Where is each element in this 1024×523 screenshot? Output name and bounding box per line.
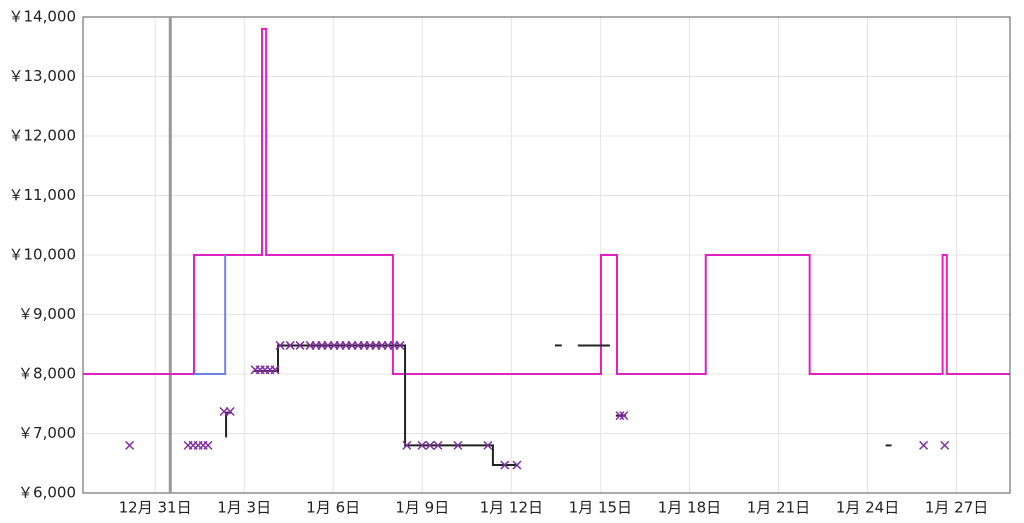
price-point [425,440,435,450]
price-point [940,440,950,450]
y-tick-label: ￥6,000 [18,484,76,502]
price-point [615,411,625,421]
price-point [125,440,135,450]
x-tick-label: 1月 3日 [217,499,271,517]
x-tick-label: 1月 21日 [747,499,810,517]
price-point [483,440,493,450]
price-point [395,340,405,350]
x-tick-label: 1月 15日 [569,499,632,517]
price-point [402,440,412,450]
y-tick-label: ￥8,000 [18,365,76,383]
plot-frame [82,16,1011,494]
y-tick-label: ￥11,000 [9,186,77,204]
price-point [417,440,427,450]
y-tick-label: ￥14,000 [9,8,77,26]
x-tick-label: 1月 9日 [395,499,449,517]
price-point [433,440,443,450]
y-tick-label: ￥10,000 [9,246,77,264]
y-tick-label: ￥13,000 [9,67,77,85]
price-point [500,460,510,470]
price-line [83,27,1010,375]
price-point [275,340,285,350]
price-point [919,440,929,450]
price-point [295,340,305,350]
price-line [194,255,227,375]
price-point [225,406,235,417]
x-tick-label: 1月 12日 [480,499,543,517]
price-point [619,411,629,421]
price-point [512,460,522,470]
x-tick-label: 1月 6日 [306,499,360,517]
x-tick-label: 12月 31日 [119,499,192,517]
price-point [270,365,280,375]
price-point [203,440,213,450]
x-tick-label: 1月 27日 [925,499,988,517]
price-point [453,440,463,450]
y-tick-label: ￥12,000 [9,127,77,145]
x-tick-label: 1月 24日 [836,499,899,517]
price-point [285,340,295,350]
x-tick-label: 1月 18日 [658,499,721,517]
price-line [225,411,233,438]
price-line [253,344,518,467]
y-tick-label: ￥7,000 [18,424,76,442]
y-tick-label: ￥9,000 [18,305,76,323]
